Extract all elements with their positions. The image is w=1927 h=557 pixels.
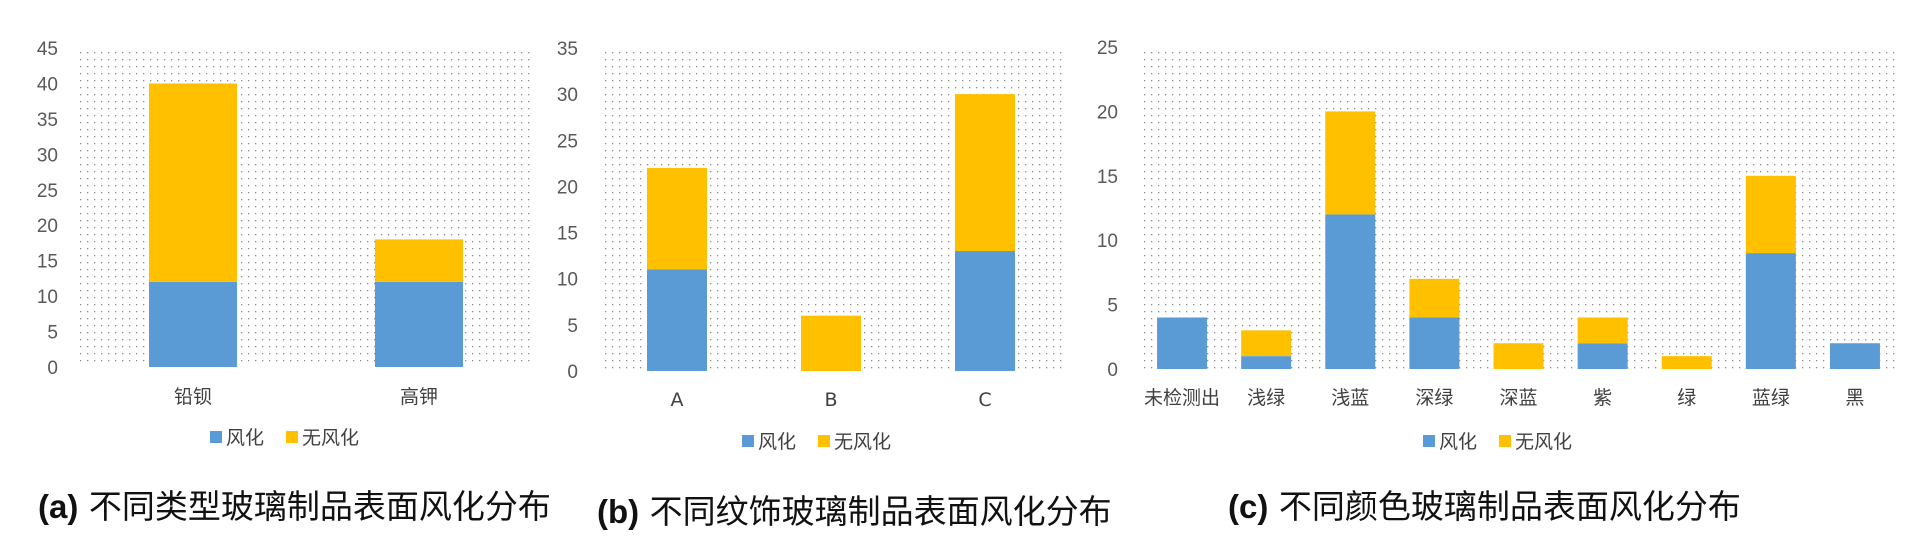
bar-weathered — [955, 251, 1015, 371]
y-tick-label: 10 — [1097, 231, 1118, 252]
y-tick-label: 0 — [567, 362, 578, 383]
y-tick-label: 5 — [567, 316, 578, 337]
x-category-label: 未检测出 — [1144, 387, 1220, 409]
x-category-label: 绿 — [1677, 387, 1696, 409]
bar-unweathered — [1241, 330, 1292, 357]
bar-weathered — [1325, 214, 1376, 369]
bar-unweathered — [955, 94, 1015, 252]
bar-unweathered — [1745, 175, 1796, 254]
x-category-label: 浅蓝 — [1331, 387, 1369, 409]
x-category-label: 蓝绿 — [1752, 387, 1790, 409]
x-category-label: 深绿 — [1415, 387, 1453, 409]
bar-weathered — [1829, 343, 1880, 369]
bar-weathered — [375, 281, 463, 367]
y-tick-label: 25 — [1097, 38, 1118, 59]
legend-swatch — [1423, 435, 1435, 447]
y-tick-label: 20 — [557, 177, 578, 198]
legend-label: 风化 — [758, 431, 796, 453]
y-tick-label: 0 — [1107, 360, 1118, 381]
bar-weathered — [647, 269, 707, 371]
x-category-label: 黑 — [1845, 387, 1864, 409]
legend-swatch — [1499, 435, 1511, 447]
y-tick-label: 0 — [47, 358, 58, 379]
x-category-label: 铅钡 — [174, 386, 212, 408]
bar-unweathered — [1661, 356, 1712, 369]
y-tick-label: 25 — [37, 181, 58, 202]
y-tick-label: 5 — [1107, 296, 1118, 317]
y-tick-label: 25 — [557, 131, 578, 152]
y-tick-label: 45 — [37, 39, 58, 60]
y-tick-label: 10 — [557, 270, 578, 291]
caption-b: (b) 不同纹饰玻璃制品表面风化分布 — [597, 485, 1112, 533]
y-tick-label: 30 — [557, 85, 578, 106]
bar-unweathered — [1325, 111, 1376, 215]
caption-c-tag: (c) — [1228, 488, 1269, 525]
y-tick-label: 40 — [37, 74, 58, 95]
y-tick-label: 35 — [37, 110, 58, 131]
y-tick-label: 20 — [1097, 102, 1118, 123]
y-tick-label: 35 — [557, 39, 578, 60]
y-tick-label: 5 — [47, 323, 58, 344]
chart-1: 0 5 10 15 20 25 30 35 A B C 风化 无风化 — [557, 39, 1062, 453]
x-category-label: 浅绿 — [1247, 387, 1285, 409]
x-category-label: B — [824, 389, 837, 411]
y-tick-label: 15 — [1097, 167, 1118, 188]
bar-unweathered — [1493, 343, 1544, 369]
bar-weathered — [1409, 317, 1460, 369]
legend-swatch — [210, 431, 222, 443]
bar-weathered — [149, 281, 237, 367]
legend-swatch — [286, 431, 298, 443]
legend-label: 风化 — [226, 427, 264, 449]
legend-label: 风化 — [1439, 431, 1477, 453]
x-category-label: C — [978, 389, 991, 411]
legend-label: 无风化 — [1515, 431, 1572, 453]
bar-unweathered — [801, 315, 861, 371]
chart-2: 0 5 10 15 20 25 未检测出 浅绿 浅蓝 深绿 深蓝 紫 绿 蓝绿 黑风化 无风化 — [1097, 38, 1897, 453]
legend-label: 无风化 — [834, 431, 891, 453]
bar-unweathered — [149, 83, 237, 282]
caption-a-tag: (a) — [38, 488, 79, 525]
legend-swatch — [818, 435, 830, 447]
y-tick-label: 15 — [37, 252, 58, 273]
legend-swatch — [742, 435, 754, 447]
y-tick-label: 15 — [557, 224, 578, 245]
caption-a: (a) 不同类型玻璃制品表面风化分布 — [38, 480, 551, 528]
x-category-label: 高钾 — [400, 386, 438, 408]
legend-label: 无风化 — [302, 427, 359, 449]
bar-weathered — [1157, 317, 1208, 369]
y-tick-label: 30 — [37, 145, 58, 166]
bar-weathered — [1577, 343, 1628, 369]
caption-c-text: 不同颜色玻璃制品表面风化分布 — [1278, 487, 1741, 526]
caption-c: (c) 不同颜色玻璃制品表面风化分布 — [1228, 480, 1741, 528]
y-tick-label: 20 — [37, 216, 58, 237]
bar-unweathered — [375, 239, 463, 282]
x-category-label: A — [671, 389, 684, 411]
y-tick-label: 10 — [37, 287, 58, 308]
bar-unweathered — [1409, 278, 1460, 318]
bar-weathered — [1241, 356, 1292, 369]
bar-weathered — [1745, 253, 1796, 369]
bar-unweathered — [1577, 317, 1628, 344]
x-category-label: 深蓝 — [1499, 387, 1537, 409]
caption-b-text: 不同纹饰玻璃制品表面风化分布 — [649, 492, 1112, 531]
plot-area — [80, 48, 532, 367]
caption-a-text: 不同类型玻璃制品表面风化分布 — [88, 487, 551, 526]
x-category-label: 紫 — [1593, 387, 1612, 409]
bar-unweathered — [647, 167, 707, 270]
caption-b-tag: (b) — [597, 493, 640, 530]
